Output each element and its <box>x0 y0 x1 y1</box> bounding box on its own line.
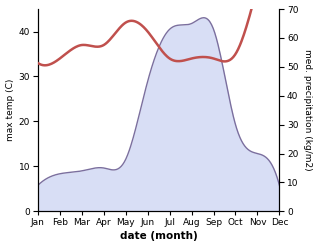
Y-axis label: max temp (C): max temp (C) <box>5 79 15 141</box>
X-axis label: date (month): date (month) <box>120 231 197 242</box>
Y-axis label: med. precipitation (kg/m2): med. precipitation (kg/m2) <box>303 49 313 171</box>
